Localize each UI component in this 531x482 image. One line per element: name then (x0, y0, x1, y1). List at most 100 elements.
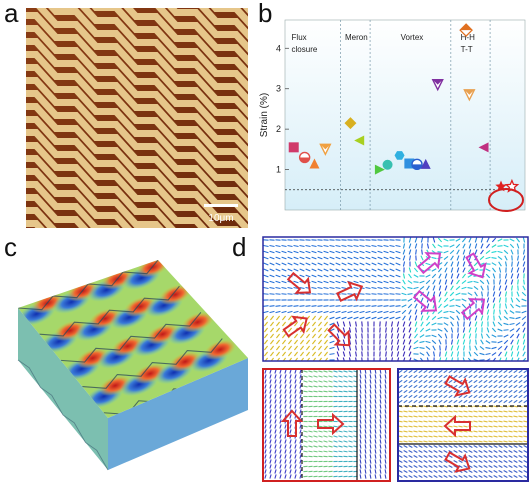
polarization-vector (467, 357, 472, 361)
polarization-vector (365, 256, 371, 260)
polarization-vector (306, 357, 311, 361)
polarization-vector (462, 261, 466, 267)
polarization-vector (428, 410, 433, 413)
polarization-vector (284, 454, 287, 459)
polarization-vector (269, 399, 272, 404)
polarization-vector (479, 255, 485, 261)
polarization-vector (433, 415, 438, 418)
polarization-vector (384, 454, 387, 459)
polarization-vector (414, 261, 418, 267)
polarization-vector (317, 280, 323, 284)
polarization-vector (414, 321, 418, 327)
polarization-vector (284, 394, 287, 399)
polarization-vector (384, 449, 387, 454)
polarization-vector (328, 425, 333, 428)
polarization-vector (389, 310, 395, 314)
polarization-vector (335, 250, 341, 254)
polarization-vector (361, 333, 363, 339)
polarization-vector (329, 316, 335, 320)
polarization-vector (509, 238, 515, 242)
polarization-vector (443, 420, 448, 423)
polarization-vector (518, 435, 523, 438)
polarization-vector (398, 454, 403, 459)
polarization-vector (473, 454, 478, 459)
polarization-vector (509, 243, 515, 249)
polarization-vector (274, 474, 277, 479)
polarization-vector (523, 449, 528, 454)
polarization-vector (433, 440, 438, 443)
polarization-vector (456, 351, 460, 357)
polarization-vector (287, 327, 293, 333)
polarization-vector (473, 399, 478, 404)
polarization-vector (384, 374, 387, 379)
polarization-vector (348, 370, 353, 373)
polarization-vector (284, 434, 287, 439)
polarization-vector (313, 445, 318, 448)
polarization-vector (264, 384, 267, 389)
polarization-vector (522, 333, 526, 339)
polarization-vector (408, 339, 412, 345)
polarization-vector (428, 440, 433, 443)
polarization-vector (509, 310, 515, 314)
polarization-vector (385, 339, 387, 345)
polarization-vector (281, 321, 287, 327)
polarization-vector (453, 440, 458, 443)
polarization-vector (408, 369, 413, 374)
polarization-vector (498, 415, 503, 418)
polarization-vector (428, 379, 433, 384)
polarization-vector (438, 389, 443, 394)
polarization-vector (335, 280, 341, 284)
polarization-vector (269, 469, 272, 474)
polarization-vector (483, 415, 488, 418)
polarization-vector (438, 303, 442, 309)
polarization-vector (522, 345, 526, 351)
polarization-vector (299, 339, 305, 345)
polarization-vector (281, 351, 287, 357)
polarization-vector (423, 449, 428, 454)
polarization-vector (450, 279, 454, 285)
polarization-vector (341, 274, 347, 278)
polarization-vector (369, 429, 372, 434)
polarization-vector (303, 425, 308, 428)
polarization-vector (486, 279, 490, 285)
polarization-vector (443, 297, 449, 303)
polarization-vector (455, 243, 461, 249)
domain-arrow (280, 409, 304, 437)
polarization-vector (432, 285, 436, 291)
polarization-vector (347, 268, 353, 272)
polarization-vector (518, 384, 523, 389)
polarization-vector (269, 409, 272, 414)
polarization-vector (308, 385, 313, 388)
y-tick-label: 4 (276, 43, 281, 53)
polarization-vector (311, 280, 317, 284)
polarization-vector (281, 274, 287, 278)
polarization-vector (463, 374, 468, 379)
polarization-vector (513, 399, 518, 404)
polarization-vector (461, 280, 467, 284)
polarization-vector (403, 420, 408, 423)
polarization-vector (308, 425, 313, 428)
polarization-vector (343, 375, 348, 378)
polarization-vector (289, 384, 292, 389)
polarization-vector (413, 384, 418, 389)
polarization-vector (294, 404, 297, 409)
polarization-vector (299, 459, 302, 464)
polarization-vector (359, 262, 365, 266)
polarization-vector (486, 303, 490, 309)
polarization-vector (498, 369, 503, 374)
polarization-vector (300, 357, 305, 361)
polarization-vector (359, 316, 365, 320)
polarization-vector (443, 317, 449, 319)
polarization-vector (456, 333, 460, 339)
polarization-vector (518, 410, 523, 413)
polarization-vector (269, 414, 272, 419)
polarization-vector (313, 380, 318, 383)
polarization-vector (317, 286, 323, 290)
polarization-vector (269, 424, 272, 429)
polarization-vector (462, 267, 466, 273)
polarization-vector (329, 328, 335, 332)
polarization-vector (498, 285, 502, 291)
polarization-vector (303, 450, 308, 453)
polarization-vector (408, 394, 413, 399)
domain-stripe (48, 8, 248, 118)
